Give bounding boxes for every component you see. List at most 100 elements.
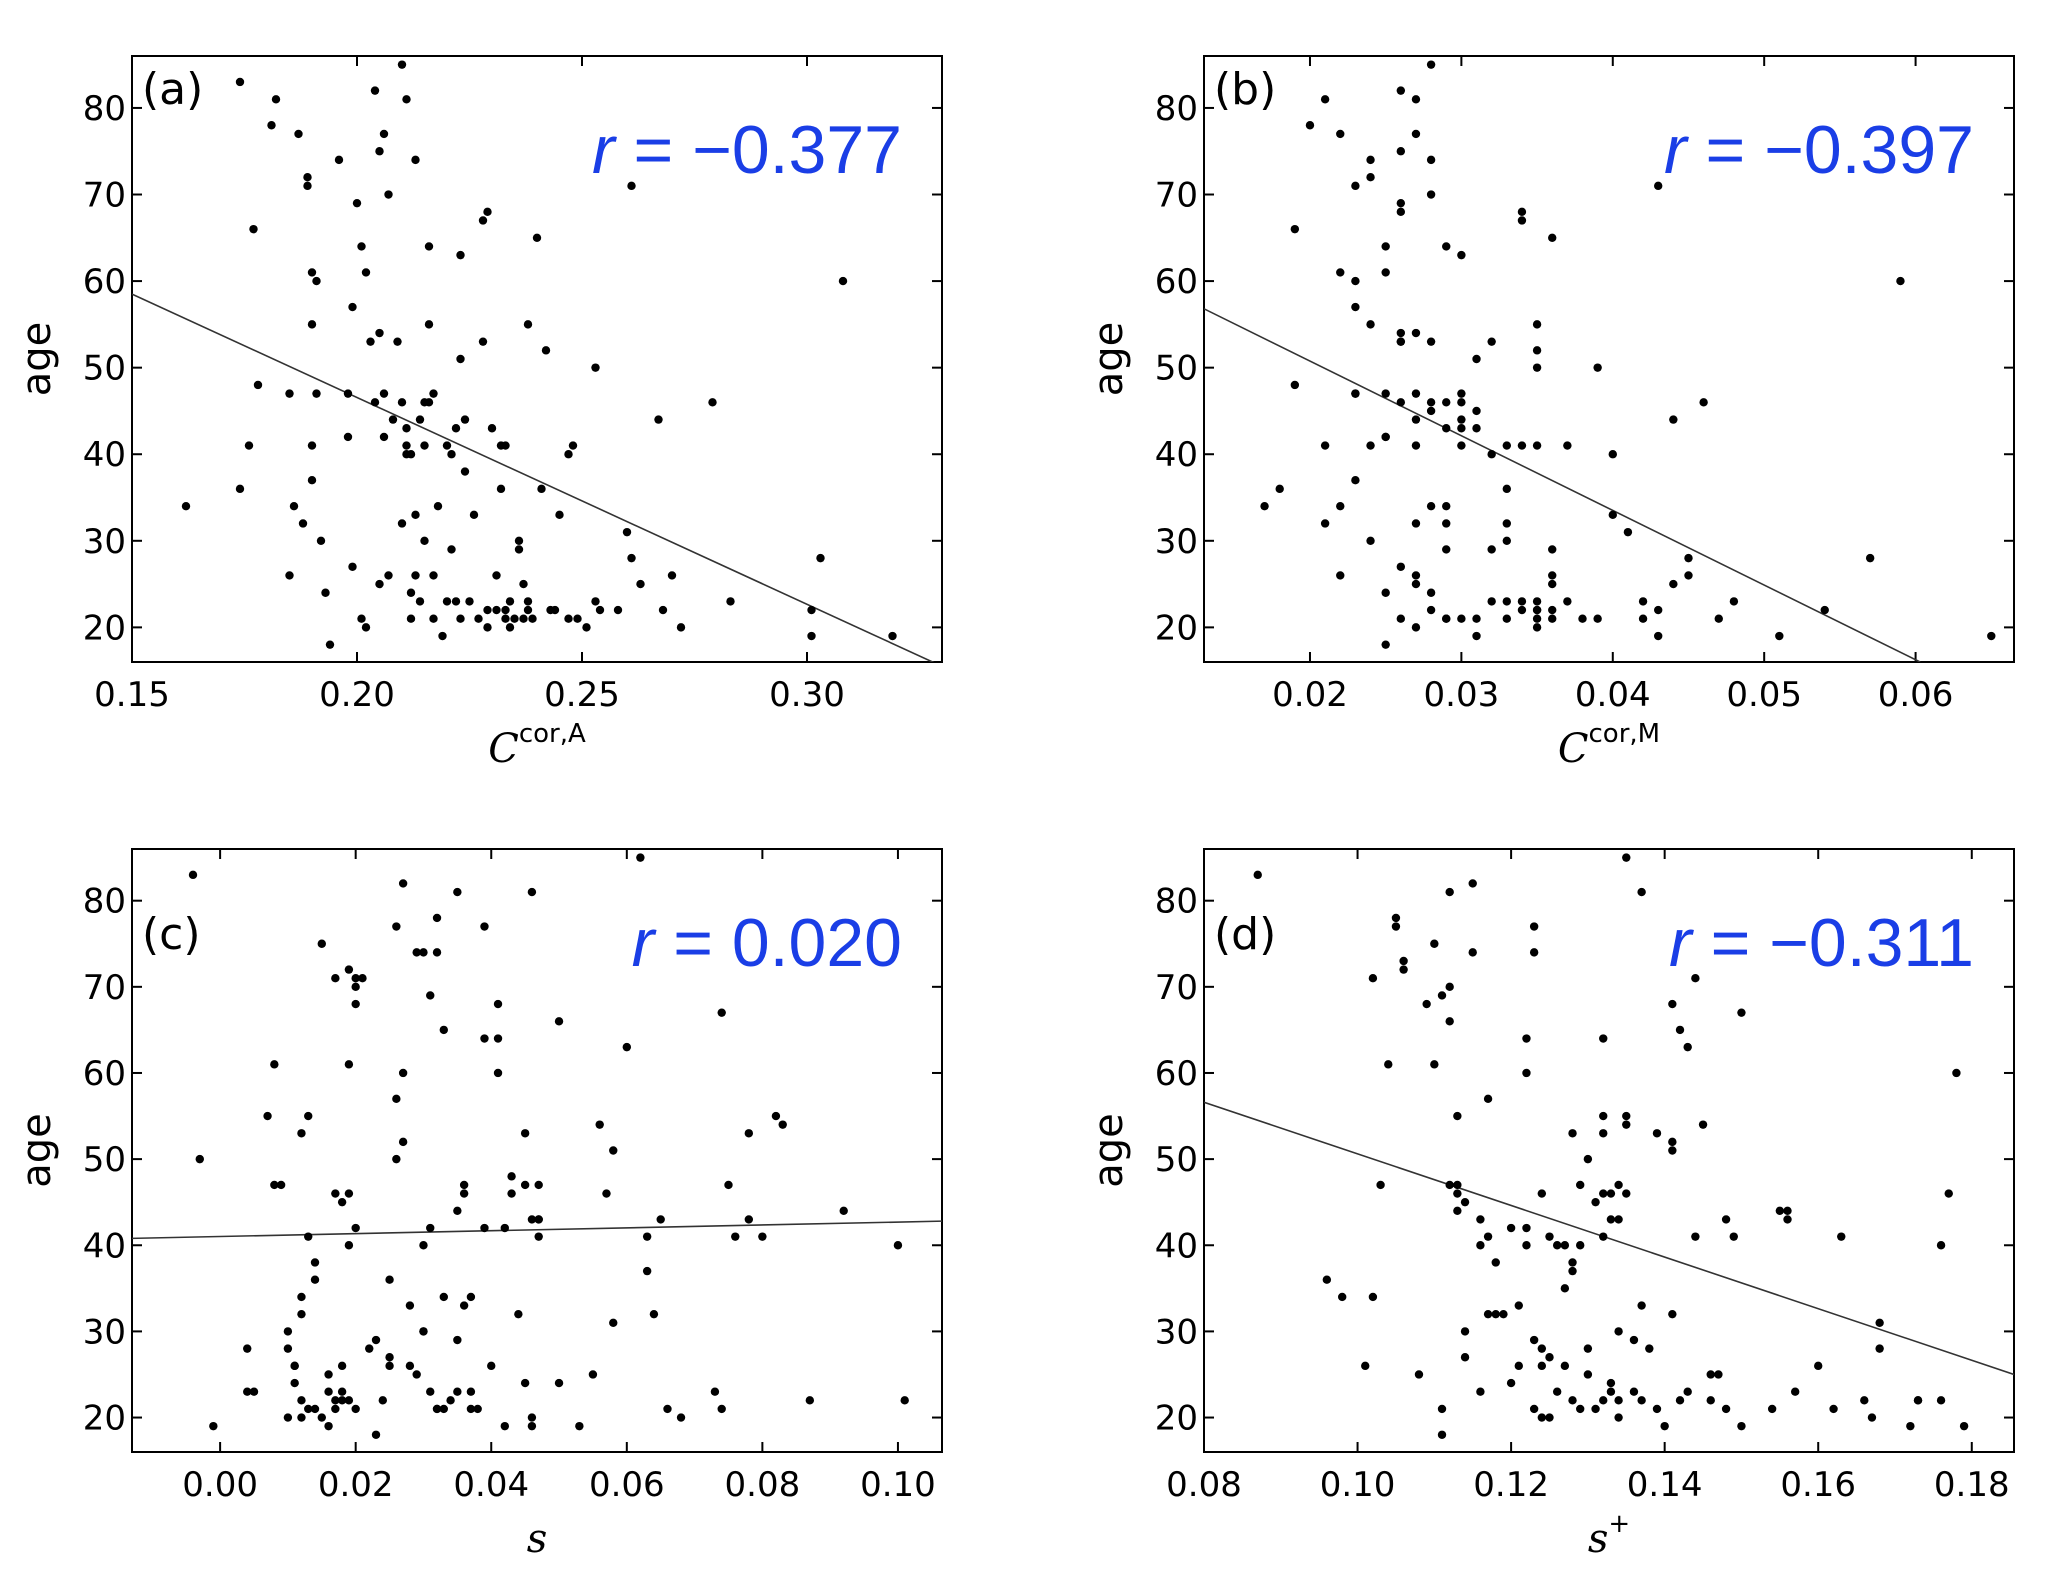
data-point [595, 1120, 604, 1129]
data-point [453, 1206, 462, 1216]
data-point [1517, 597, 1527, 606]
data-point [344, 965, 354, 974]
data-point [402, 95, 411, 104]
data-point [1491, 1309, 1500, 1319]
data-point [1381, 640, 1390, 649]
data-point [514, 1309, 523, 1319]
data-point [456, 250, 465, 260]
data-point [1576, 1241, 1585, 1250]
data-point [1548, 233, 1557, 242]
y-tick-label: 40 [1155, 1226, 1198, 1266]
data-point [398, 879, 408, 888]
data-point [1614, 1215, 1623, 1224]
data-point [493, 999, 503, 1009]
data-point [337, 1197, 347, 1207]
data-point [1411, 415, 1421, 424]
data-point [235, 484, 245, 494]
panel-c: 0.00 0.02 0.04 0.06 0.08 0.10 20 30 40 50 60 70 80 ag… [14, 848, 943, 1562]
correlation-value: = −0.397 [1687, 112, 1974, 188]
data-point [1396, 207, 1406, 217]
data-point [243, 1344, 252, 1353]
data-point [365, 1344, 374, 1353]
x-axis-label-main: C [1558, 726, 1589, 772]
data-point [1548, 614, 1557, 623]
data-point [307, 476, 317, 485]
data-point [1468, 879, 1477, 888]
data-point [710, 1387, 720, 1396]
data-point [708, 398, 717, 407]
data-point [1396, 562, 1406, 571]
data-point [370, 86, 380, 95]
data-point [1411, 441, 1421, 450]
data-point [1396, 198, 1406, 208]
data-point [419, 948, 428, 957]
data-point [385, 1361, 394, 1371]
data-point [717, 1404, 726, 1414]
data-point [1426, 605, 1436, 615]
data-point [1606, 1189, 1616, 1198]
data-point [1654, 631, 1663, 641]
panel-label: (c) [142, 909, 201, 960]
data-point [1606, 1387, 1616, 1396]
data-point [507, 1172, 516, 1181]
data-point [297, 1129, 306, 1138]
data-point [1499, 1309, 1508, 1319]
data-point [465, 597, 474, 606]
y-tick-label: 40 [1155, 435, 1198, 475]
data-points [188, 853, 909, 1439]
data-point [534, 1180, 543, 1190]
data-point [554, 1017, 564, 1026]
data-point [1706, 1370, 1715, 1379]
data-point [1614, 1327, 1623, 1336]
data-point [528, 614, 537, 623]
data-point [520, 1129, 530, 1138]
data-point [1532, 605, 1542, 615]
data-point [1426, 406, 1436, 416]
data-point [676, 623, 686, 632]
data-point [1675, 1025, 1685, 1035]
x-tick-label: 0.08 [725, 1465, 801, 1505]
data-point [1442, 501, 1451, 511]
data-point [415, 597, 425, 606]
regression-line [132, 1220, 942, 1240]
data-point [492, 605, 501, 615]
data-point [1906, 1421, 1915, 1431]
data-point [1699, 398, 1708, 407]
data-point [1384, 1060, 1393, 1069]
data-point [1517, 216, 1527, 225]
data-point [1487, 597, 1496, 606]
y-tick-label: 70 [1155, 176, 1198, 216]
x-tick-label: 0.04 [1575, 675, 1651, 715]
y-tick-label: 50 [83, 349, 126, 389]
data-point [331, 1396, 340, 1405]
data-point [244, 441, 254, 450]
data-point [1987, 631, 1996, 641]
data-point [1396, 614, 1406, 623]
data-point [520, 1180, 530, 1190]
data-point [1545, 1232, 1554, 1241]
data-point [442, 597, 452, 606]
data-point [1502, 597, 1512, 606]
data-point [1660, 1421, 1669, 1431]
data-point [290, 1361, 299, 1371]
data-point [466, 1387, 476, 1396]
data-point [1529, 948, 1539, 957]
y-tick-label: 30 [83, 1312, 126, 1352]
data-point [393, 337, 402, 346]
data-point [1637, 1396, 1646, 1405]
data-point [1578, 614, 1587, 623]
data-point [1654, 605, 1663, 615]
data-point [1560, 1284, 1570, 1293]
data-point [1867, 1413, 1877, 1422]
data-points [1253, 853, 1969, 1439]
data-point [1366, 536, 1375, 545]
correlation-annotation: r = −0.311 [1669, 905, 1974, 981]
data-point [514, 536, 524, 545]
data-point [283, 1327, 293, 1336]
data-point [550, 605, 560, 615]
data-point [1675, 1396, 1685, 1405]
data-point [492, 571, 501, 580]
data-point [1502, 484, 1512, 494]
data-point [501, 605, 510, 615]
data-point [1532, 320, 1542, 329]
